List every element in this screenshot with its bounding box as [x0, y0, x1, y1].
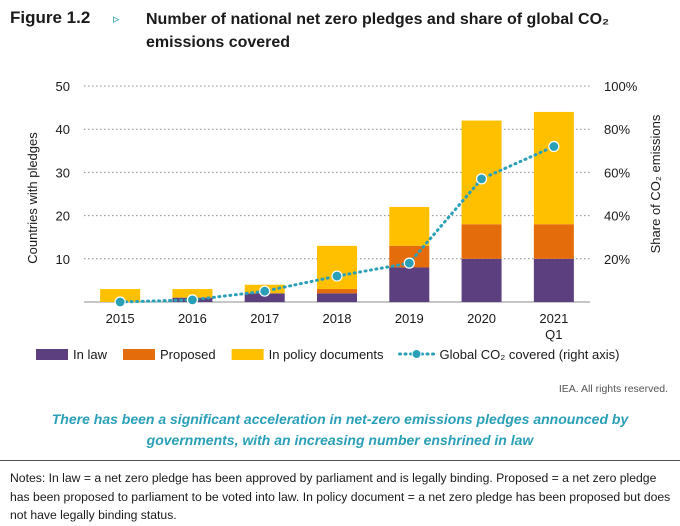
- legend-swatch: [231, 349, 264, 360]
- x-tick-label: 2018: [323, 311, 352, 326]
- legend-label: Global CO₂ covered (right axis): [440, 347, 620, 362]
- x-tick-label: 2019: [395, 311, 424, 326]
- y-tick-label: 10: [56, 252, 70, 267]
- credit-text: IEA. All rights reserved.: [558, 383, 668, 395]
- stacked-bar-chart: 10 20% 20 40% 30 60% 40 80% 50 100% Countries with…: [25, 79, 663, 362]
- line-point: [475, 173, 488, 185]
- bar-segment: [389, 206, 430, 246]
- y-tick-label: 40: [56, 122, 70, 137]
- y-right-tick-label: 80%: [604, 122, 630, 137]
- bar-segment: [100, 289, 141, 302]
- line-point: [114, 296, 126, 308]
- line-point: [403, 257, 415, 269]
- bar-segment: [172, 289, 213, 298]
- figure-title: Number of national net zero pledges and …: [146, 11, 610, 51]
- bar-segment: [533, 258, 574, 302]
- x-tick-label: 2017: [250, 311, 279, 326]
- figure-label: Figure 1.2: [10, 8, 91, 27]
- bar-segment: [389, 267, 430, 302]
- y-tick-label: 30: [56, 165, 70, 180]
- y-right-tick-label: 60%: [604, 165, 630, 180]
- bar-segment: [533, 224, 574, 259]
- bar-segment: [461, 258, 502, 302]
- y-tick-label: 50: [56, 79, 70, 94]
- x-tick-label: 2021: [539, 311, 568, 326]
- y-right-tick-label: 40%: [604, 209, 630, 224]
- x-tick-label: 2015: [106, 311, 135, 326]
- y-axis-label: Countries with pledges: [25, 132, 40, 264]
- legend-label: Proposed: [160, 347, 216, 362]
- bar-segment: [533, 111, 574, 225]
- legend-label: In law: [73, 347, 108, 362]
- line-point: [331, 270, 343, 282]
- y-tick-label: 20: [56, 209, 70, 224]
- legend-label: In policy documents: [269, 347, 384, 362]
- figure-caption: There has been a significant acceleratio…: [51, 411, 629, 448]
- x-tick-sublabel: Q1: [545, 327, 562, 342]
- legend-swatch: [36, 349, 68, 360]
- figure-arrow-icon: ▹: [113, 11, 120, 26]
- line-point: [259, 285, 271, 297]
- y-right-tick-label: 20%: [604, 252, 630, 267]
- bar-segment: [244, 293, 285, 302]
- y-right-tick-label: 100%: [604, 79, 638, 94]
- bar-segment: [317, 245, 357, 290]
- chart-area: 10 20% 20 40% 30 60% 40 80% 50 100% Countries with…: [0, 66, 680, 376]
- legend-swatch: [122, 349, 155, 360]
- bar-segment: [317, 293, 357, 302]
- y-axis-right-label: Share of CO₂ emissions: [648, 114, 663, 253]
- figure-notes: Notes: In law = a net zero pledge has be…: [0, 460, 680, 525]
- x-tick-label: 2016: [178, 311, 207, 326]
- bar-segment: [317, 289, 357, 294]
- bar-segment: [461, 224, 502, 259]
- line-point: [548, 140, 560, 153]
- legend-line-marker: [411, 349, 422, 359]
- x-tick-label: 2020: [467, 311, 496, 326]
- line-point: [186, 294, 199, 306]
